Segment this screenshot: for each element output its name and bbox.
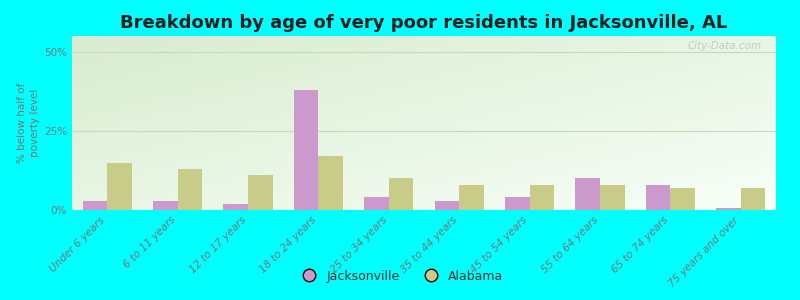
Bar — [530, 185, 554, 210]
Legend: Jacksonville, Alabama: Jacksonville, Alabama — [291, 265, 509, 288]
Bar — [716, 208, 741, 210]
Bar — [318, 156, 343, 210]
Bar — [364, 197, 389, 210]
Bar — [505, 197, 530, 210]
Text: City-Data.com: City-Data.com — [688, 41, 762, 51]
Bar — [741, 188, 766, 210]
Bar — [107, 163, 132, 210]
Bar — [434, 200, 459, 210]
Y-axis label: % below half of
poverty level: % below half of poverty level — [17, 83, 40, 163]
Title: Breakdown by age of very poor residents in Jacksonville, AL: Breakdown by age of very poor residents … — [120, 14, 728, 32]
Bar — [223, 204, 248, 210]
Bar — [389, 178, 414, 210]
Bar — [248, 175, 273, 210]
Bar — [82, 200, 107, 210]
Bar — [153, 200, 178, 210]
Bar — [575, 178, 600, 210]
Bar — [670, 188, 695, 210]
Bar — [178, 169, 202, 210]
Bar — [294, 90, 318, 210]
Bar — [646, 185, 670, 210]
Bar — [459, 185, 484, 210]
Bar — [600, 185, 625, 210]
